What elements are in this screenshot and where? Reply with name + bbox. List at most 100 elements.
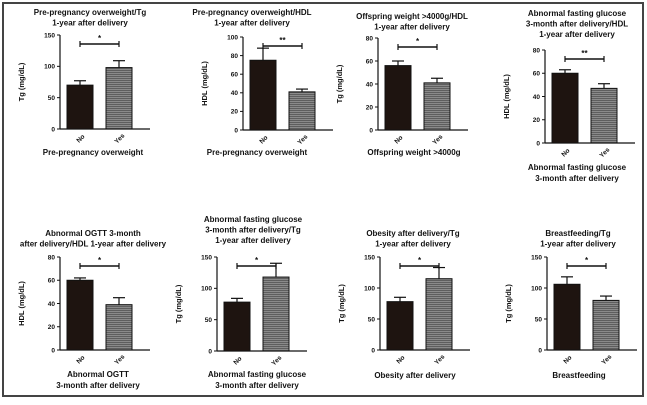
bar-yes xyxy=(105,304,133,351)
category-label: Yes xyxy=(598,146,611,159)
significance-marker: * xyxy=(416,37,420,46)
chart-title: 1-year after delivery xyxy=(375,240,451,249)
significance-marker: * xyxy=(98,34,102,43)
chart-panel-2: Pre-pregnancy overweight/HDL 1-year after… xyxy=(192,8,333,157)
y-tick-label: 50 xyxy=(368,316,376,323)
x-axis-label: Abnormal fasting glucose xyxy=(528,163,627,172)
x-axis-label: Abnormal OGTT xyxy=(67,370,129,379)
bar-yes xyxy=(590,87,618,144)
bar-no xyxy=(551,72,579,144)
bar-no xyxy=(66,279,94,351)
category-label: No xyxy=(75,354,86,365)
x-axis-label: Abnormal fasting glucose xyxy=(208,370,307,379)
figure-border xyxy=(2,2,644,397)
y-tick-label: 100 xyxy=(44,64,55,71)
y-tick-label: 80 xyxy=(231,53,239,60)
bar-yes xyxy=(105,67,133,130)
category-label: No xyxy=(393,134,404,145)
y-tick-label: 40 xyxy=(533,94,541,101)
y-axis-label: HDL (mg/dL) xyxy=(17,281,26,326)
y-tick-label: 0 xyxy=(208,348,212,355)
y-tick-label: 60 xyxy=(231,72,239,79)
y-axis-label: Tg (mg/dL) xyxy=(335,64,344,103)
bar-yes xyxy=(262,276,290,352)
x-axis-label: 3-month after delivery xyxy=(56,381,140,390)
y-tick-label: 20 xyxy=(48,324,56,331)
chart-title: Pre-pregnancy overweight/Tg xyxy=(34,8,147,17)
category-label: No xyxy=(258,134,269,145)
y-tick-label: 0 xyxy=(369,127,373,134)
y-axis-label: Tg (mg/dL) xyxy=(17,62,26,101)
y-tick-label: 50 xyxy=(205,317,213,324)
y-tick-label: 80 xyxy=(533,47,541,54)
y-tick-label: 150 xyxy=(44,32,55,39)
chart-title: Obesity after delivery/Tg xyxy=(366,229,459,238)
y-tick-label: 100 xyxy=(364,285,375,292)
bar-yes xyxy=(288,91,316,131)
category-label: No xyxy=(562,354,573,365)
category-label: No xyxy=(560,147,571,158)
chart-title: Abnormal fasting glucose xyxy=(204,215,303,224)
y-tick-label: 150 xyxy=(364,254,375,261)
y-tick-label: 0 xyxy=(371,347,375,354)
y-tick-label: 0 xyxy=(51,126,55,133)
chart-panel-7: Obesity after delivery/Tg 1-year after de… xyxy=(337,229,470,380)
x-axis-label: Pre-pregnancy overweight xyxy=(43,148,144,157)
chart-title: 1-year after delivery xyxy=(215,236,291,245)
y-tick-label: 50 xyxy=(48,95,56,102)
y-tick-label: 150 xyxy=(201,254,212,261)
y-axis-label: HDL (mg/dL) xyxy=(200,61,209,106)
category-label: Yes xyxy=(113,353,126,366)
bar-no xyxy=(386,301,414,351)
y-tick-label: 80 xyxy=(366,35,374,42)
y-tick-label: 40 xyxy=(366,81,374,88)
chart-title: 1-year after delivery xyxy=(52,19,128,28)
chart-title: 1-year after delivery xyxy=(214,19,290,28)
y-tick-label: 50 xyxy=(535,316,543,323)
chart-panel-3: Offspring weight >4000g/HDL 1-year after … xyxy=(335,12,468,157)
y-tick-label: 40 xyxy=(231,90,239,97)
chart-title: 1-year after delivery xyxy=(539,30,615,39)
category-label: No xyxy=(75,133,86,144)
y-tick-label: 100 xyxy=(201,286,212,293)
chart-title: Pre-pregnancy overweight/HDL xyxy=(192,8,311,17)
category-label: Yes xyxy=(113,132,126,145)
chart-panel-6: Abnormal fasting glucose 3-month after de… xyxy=(174,215,307,390)
y-tick-label: 60 xyxy=(533,71,541,78)
chart-panel-1: Pre-pregnancy overweight/Tg 1-year after … xyxy=(17,8,150,157)
chart-title: Breastfeeding/Tg xyxy=(545,229,610,238)
y-tick-label: 150 xyxy=(531,254,542,261)
bar-no xyxy=(249,59,277,131)
significance-marker: * xyxy=(418,256,422,265)
y-tick-label: 100 xyxy=(227,34,238,41)
y-tick-label: 100 xyxy=(531,285,542,292)
chart-title: 3-month after delivery/Tg xyxy=(205,226,301,235)
bar-no xyxy=(384,65,412,131)
category-label: Yes xyxy=(433,353,446,366)
x-axis-label: Pre-pregnancy overweight xyxy=(207,148,308,157)
chart-title: Abnormal OGTT 3-month xyxy=(45,229,141,238)
bar-no xyxy=(553,283,581,351)
y-axis-label: Tg (mg/dL) xyxy=(337,284,346,323)
bar-yes xyxy=(592,299,620,351)
y-tick-label: 20 xyxy=(231,109,239,116)
chart-title: 3-month after delivery/HDL xyxy=(526,20,628,29)
chart-panel-5: Abnormal OGTT 3-month after delivery/HDL … xyxy=(17,229,167,390)
y-axis-label: Tg (mg/dL) xyxy=(174,284,183,323)
significance-marker: * xyxy=(98,256,102,265)
chart-panel-8: Breastfeeding/Tg 1-year after delivery Bre… xyxy=(504,229,637,380)
y-tick-label: 0 xyxy=(234,127,238,134)
category-label: Yes xyxy=(270,354,283,367)
category-label: No xyxy=(395,354,406,365)
bar-no xyxy=(223,301,251,352)
y-tick-label: 0 xyxy=(51,347,55,354)
category-label: Yes xyxy=(600,353,613,366)
bar-no xyxy=(66,84,94,130)
y-tick-label: 40 xyxy=(48,301,56,308)
category-label: Yes xyxy=(296,133,309,146)
x-axis-label: 3-month after delivery xyxy=(215,381,299,390)
y-tick-label: 0 xyxy=(538,347,542,354)
y-tick-label: 20 xyxy=(533,117,541,124)
